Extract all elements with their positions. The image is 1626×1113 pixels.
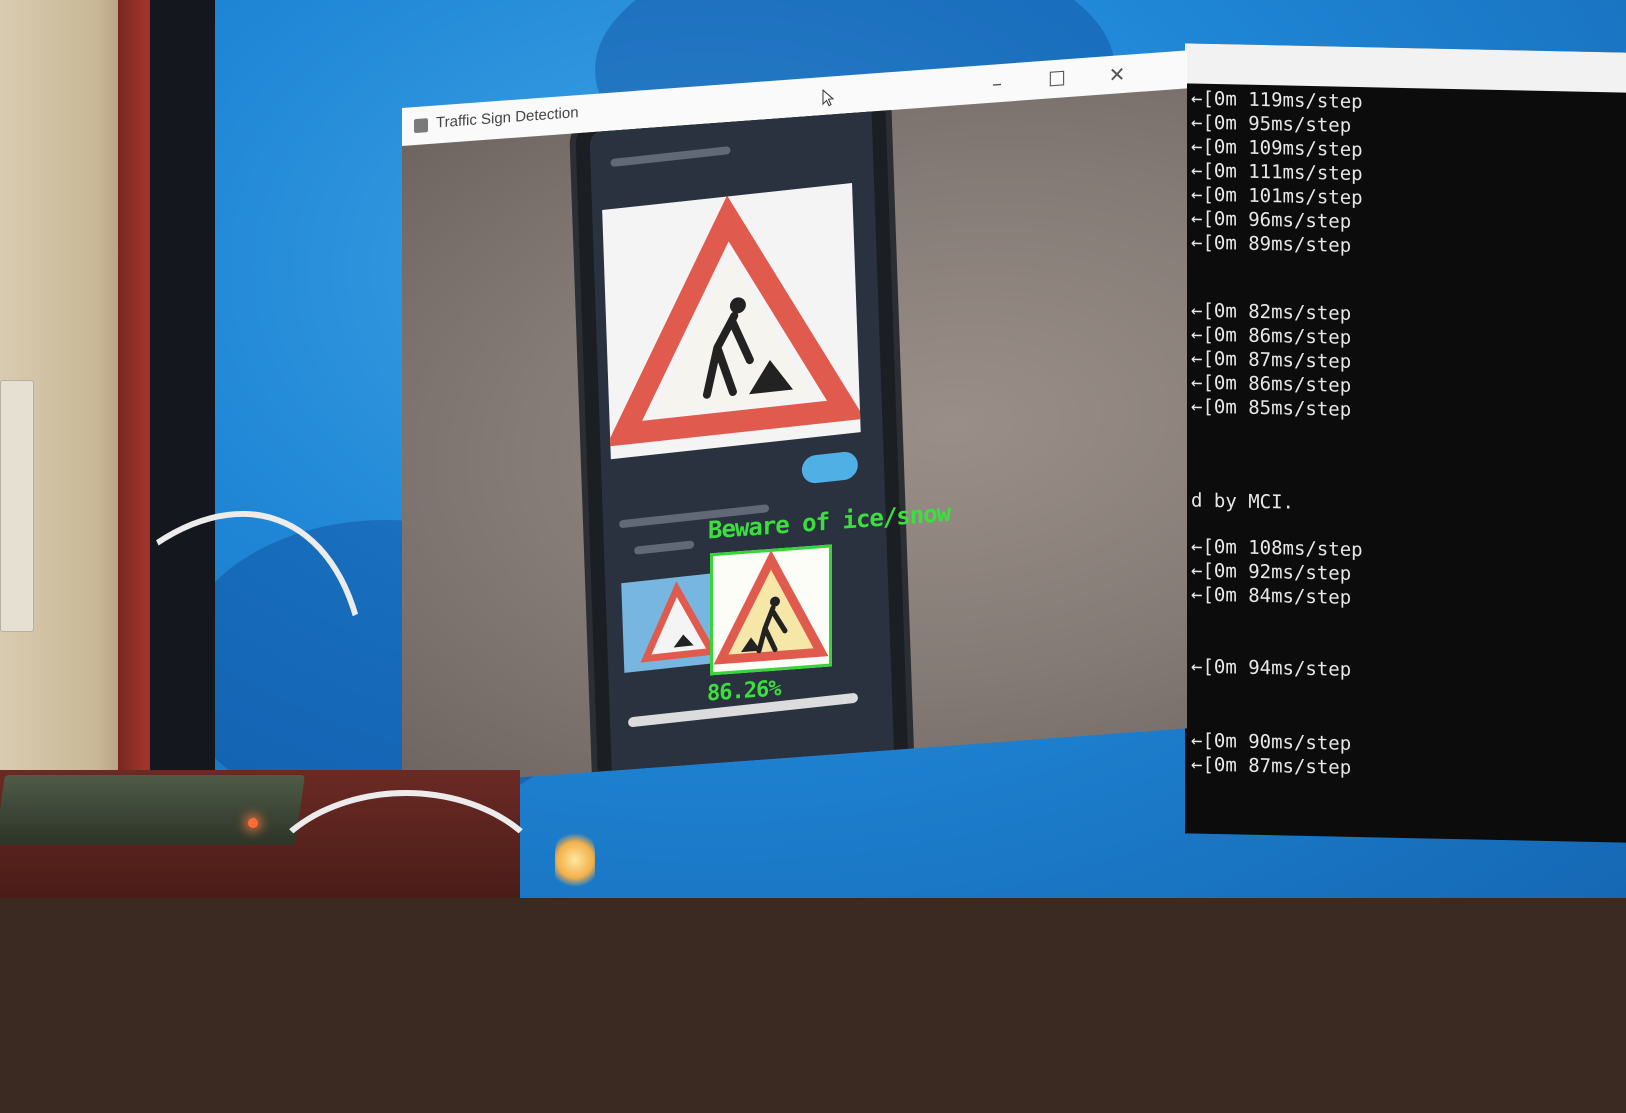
power-cable [250, 790, 562, 1022]
phone-screen [589, 100, 895, 786]
console-window[interactable]: ←[0m 119ms/step ←[0m 95ms/step ←[0m 109m… [1185, 43, 1626, 843]
console-line: ←[0m 119ms/step [1191, 87, 1363, 114]
close-icon[interactable]: ✕ [1108, 61, 1126, 88]
console-line: ←[0m 89ms/step [1191, 231, 1352, 257]
phone [574, 88, 910, 786]
console-line: ←[0m 111ms/step [1191, 159, 1363, 186]
console-line: ←[0m 109ms/step [1191, 135, 1363, 162]
console-line: d by MCI. [1191, 489, 1294, 514]
console-line: ←[0m 95ms/step [1191, 111, 1352, 137]
window-titlebar[interactable]: Traffic Sign Detection – ☐ ✕ [402, 50, 1187, 147]
camera-feed: Beware of ice/snow 86.26% [402, 88, 1187, 786]
console-line: ←[0m 82ms/step [1191, 299, 1352, 325]
detection-bounding-box [710, 544, 832, 676]
road-work-sign-icon [602, 182, 865, 460]
console-line: ←[0m 90ms/step [1191, 729, 1352, 755]
console-line: ←[0m 86ms/step [1191, 323, 1352, 349]
console-line: ←[0m 108ms/step [1191, 535, 1363, 562]
window-title: Traffic Sign Detection [436, 104, 579, 132]
console-line: ←[0m 96ms/step [1191, 207, 1352, 233]
maximize-icon[interactable]: ☐ [1048, 66, 1066, 92]
app-icon [414, 118, 428, 134]
console-line: ←[0m 87ms/step [1191, 347, 1352, 373]
cursor-icon [822, 88, 834, 107]
console-line: ←[0m 86ms/step [1191, 371, 1352, 397]
thumbnail [621, 571, 735, 673]
console-line: ←[0m 92ms/step [1191, 559, 1352, 585]
console-line: ←[0m 87ms/step [1191, 753, 1352, 779]
minimize-icon[interactable]: – [992, 70, 1002, 96]
traffic-sign-detection-window[interactable]: Traffic Sign Detection – ☐ ✕ [402, 0, 1187, 786]
wall-outlet [0, 380, 34, 632]
console-line: ←[0m 85ms/step [1191, 395, 1352, 421]
console-line: ←[0m 101ms/step [1191, 183, 1363, 210]
console-line: ←[0m 94ms/step [1191, 655, 1352, 681]
phone-chip [801, 450, 859, 485]
console-titlebar[interactable] [1185, 43, 1626, 93]
lamp-glow [555, 830, 595, 890]
console-line: ←[0m 84ms/step [1191, 583, 1352, 609]
status-led [248, 818, 258, 828]
